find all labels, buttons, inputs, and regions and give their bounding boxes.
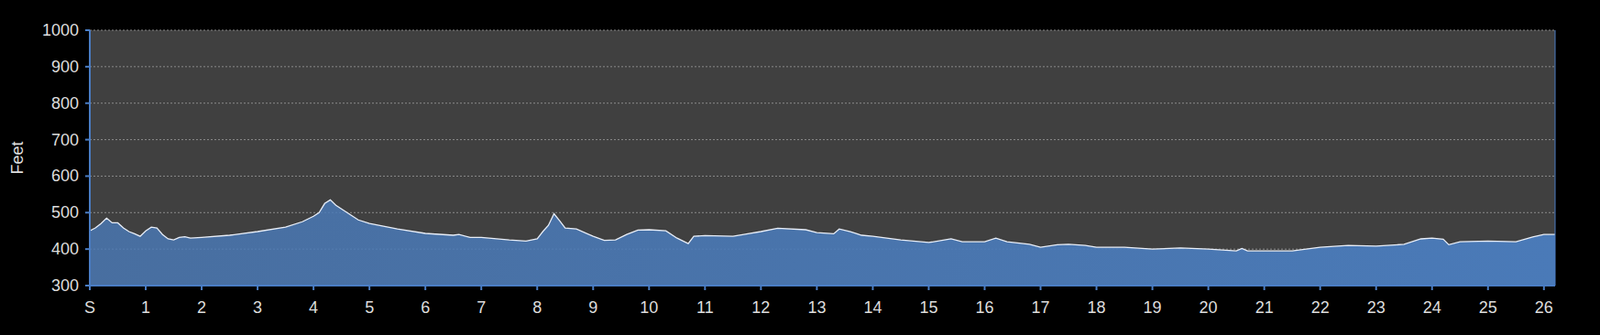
x-tick-label: 2	[197, 298, 207, 318]
y-tick-label: 800	[51, 94, 79, 113]
x-tick	[1040, 285, 1042, 291]
x-axis	[89, 284, 1556, 287]
grid-line	[89, 175, 1556, 177]
y-tick-label: 500	[51, 203, 79, 222]
x-tick	[368, 285, 371, 291]
x-tick	[312, 285, 315, 291]
x-tick-label: 17	[1031, 298, 1051, 318]
elevation-line	[89, 199, 1556, 252]
x-tick-label: 13	[807, 298, 826, 318]
x-tick	[1487, 285, 1490, 291]
x-tick-label: 10	[639, 298, 658, 318]
x-tick-label: 26	[1534, 298, 1554, 318]
plot-area	[89, 30, 1556, 286]
x-tick	[759, 285, 762, 291]
grid-line	[89, 139, 1556, 141]
x-tick	[256, 285, 259, 291]
x-tick-label: 12	[751, 298, 770, 318]
x-tick	[983, 285, 986, 291]
x-tick-label: 7	[476, 298, 486, 318]
x-tick	[703, 285, 706, 291]
x-tick	[1151, 285, 1154, 291]
x-tick-label: 20	[1199, 298, 1218, 318]
x-tick-label: 6	[420, 298, 430, 318]
x-tick	[591, 285, 594, 291]
series	[89, 199, 1556, 286]
x-tick-label: 18	[1087, 298, 1107, 318]
x-tick-label: 9	[588, 298, 598, 318]
grid-line	[89, 30, 1556, 32]
x-tick	[536, 285, 538, 291]
x-tick-label: S	[84, 298, 96, 318]
elevation-area	[89, 199, 1556, 286]
x-tick-label: 3	[252, 298, 263, 318]
x-tick-label: 15	[919, 298, 938, 318]
x-tick	[424, 285, 427, 291]
chart: 3004005006007008009001000S12345678910111…	[0, 0, 1600, 335]
x-tick	[1375, 285, 1378, 291]
grid-line	[89, 212, 1556, 214]
x-tick	[480, 285, 483, 291]
y-tick-label: 1000	[42, 21, 79, 40]
x-tick-label: 4	[308, 298, 318, 318]
x-tick-label: 25	[1479, 298, 1498, 318]
y-axis-label: Feet	[8, 141, 27, 175]
y-tick-label: 600	[51, 166, 79, 186]
x-tick-label: 24	[1423, 298, 1442, 318]
x-tick	[815, 285, 818, 291]
x-tick	[927, 285, 930, 291]
x-tick-label: 1	[141, 298, 151, 318]
x-tick-label: 21	[1255, 298, 1274, 318]
x-tick-label: 11	[696, 298, 714, 318]
y-tick-label: 900	[51, 57, 79, 77]
x-tick	[647, 285, 650, 291]
x-axis-end	[1555, 30, 1557, 286]
x-tick-label: 8	[532, 298, 542, 318]
x-tick	[200, 285, 203, 291]
x-tick-label: 22	[1311, 298, 1330, 318]
x-tick	[144, 285, 147, 291]
x-tick-label: 19	[1143, 298, 1162, 318]
x-tick	[871, 285, 874, 291]
grid-line	[89, 65, 1556, 67]
x-tick	[1095, 285, 1098, 291]
x-tick-label: 14	[863, 298, 882, 318]
background	[0, 0, 1600, 335]
x-tick-label: 5	[364, 298, 374, 318]
x-tick	[1207, 285, 1210, 291]
y-tick-label: 300	[51, 276, 79, 296]
grid-line	[89, 285, 1556, 287]
y-tick-label: 400	[51, 240, 79, 259]
x-tick	[1263, 285, 1266, 291]
x-tick	[88, 285, 91, 291]
y-tick-label: 700	[51, 131, 79, 150]
grid-line	[89, 102, 1556, 104]
x-tick	[1543, 285, 1546, 291]
y-axis	[88, 30, 91, 286]
x-tick	[1431, 285, 1434, 291]
x-tick-label: 23	[1367, 298, 1386, 318]
x-tick-label: 16	[975, 298, 994, 318]
x-tick	[1319, 285, 1322, 291]
